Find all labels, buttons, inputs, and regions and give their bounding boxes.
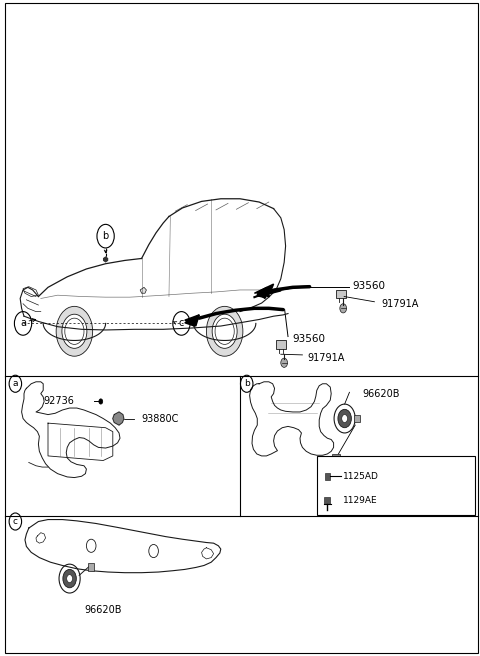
Bar [276, 340, 286, 349]
Circle shape [67, 575, 72, 583]
Polygon shape [257, 287, 267, 298]
Polygon shape [113, 412, 124, 425]
Text: 92736: 92736 [44, 396, 74, 407]
Bar [324, 497, 330, 504]
Wedge shape [206, 306, 243, 356]
Circle shape [340, 304, 347, 313]
Bar [354, 415, 360, 422]
Text: c: c [13, 517, 18, 526]
Text: a: a [12, 379, 18, 388]
Text: 1125AE: 1125AE [370, 483, 407, 494]
Circle shape [338, 409, 351, 428]
Bar [336, 290, 346, 298]
Text: 96620B: 96620B [84, 605, 122, 615]
Wedge shape [56, 306, 93, 356]
Text: b: b [102, 231, 109, 241]
Polygon shape [254, 284, 274, 293]
Polygon shape [185, 315, 199, 326]
Circle shape [63, 569, 76, 588]
Text: 93560: 93560 [293, 334, 326, 344]
Bar [332, 454, 340, 466]
Text: c: c [179, 318, 184, 329]
Polygon shape [185, 315, 199, 326]
Text: 91791A: 91791A [382, 299, 419, 310]
Bar [317, 456, 475, 515]
Bar [325, 473, 330, 480]
Circle shape [99, 399, 103, 404]
Text: a: a [20, 318, 26, 329]
Polygon shape [104, 257, 108, 262]
Text: b: b [244, 379, 250, 388]
Circle shape [281, 358, 288, 367]
Text: 93560: 93560 [353, 281, 386, 291]
Text: 91791A: 91791A [307, 352, 345, 363]
Text: 96620B: 96620B [362, 388, 400, 399]
Polygon shape [140, 287, 146, 293]
Bar [88, 563, 94, 571]
Text: 1125AD: 1125AD [343, 472, 379, 481]
Text: 93880C: 93880C [142, 413, 179, 424]
Text: 1129AE: 1129AE [343, 496, 378, 505]
Circle shape [342, 415, 348, 422]
